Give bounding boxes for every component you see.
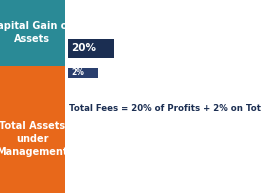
Bar: [0, 0, 65, 66]
Bar: [68, 68, 98, 78]
Bar: [68, 39, 114, 58]
Text: 20%: 20%: [71, 43, 96, 53]
Text: Total Fees = 20% of Profits + 2% on Total Assets: Total Fees = 20% of Profits + 2% on Tota…: [69, 104, 261, 113]
Text: 2%: 2%: [71, 68, 84, 77]
Text: Capital Gain on
Assets: Capital Gain on Assets: [0, 21, 75, 44]
Bar: [0, 66, 65, 193]
Text: Total Assets
under
Management: Total Assets under Management: [0, 121, 68, 157]
